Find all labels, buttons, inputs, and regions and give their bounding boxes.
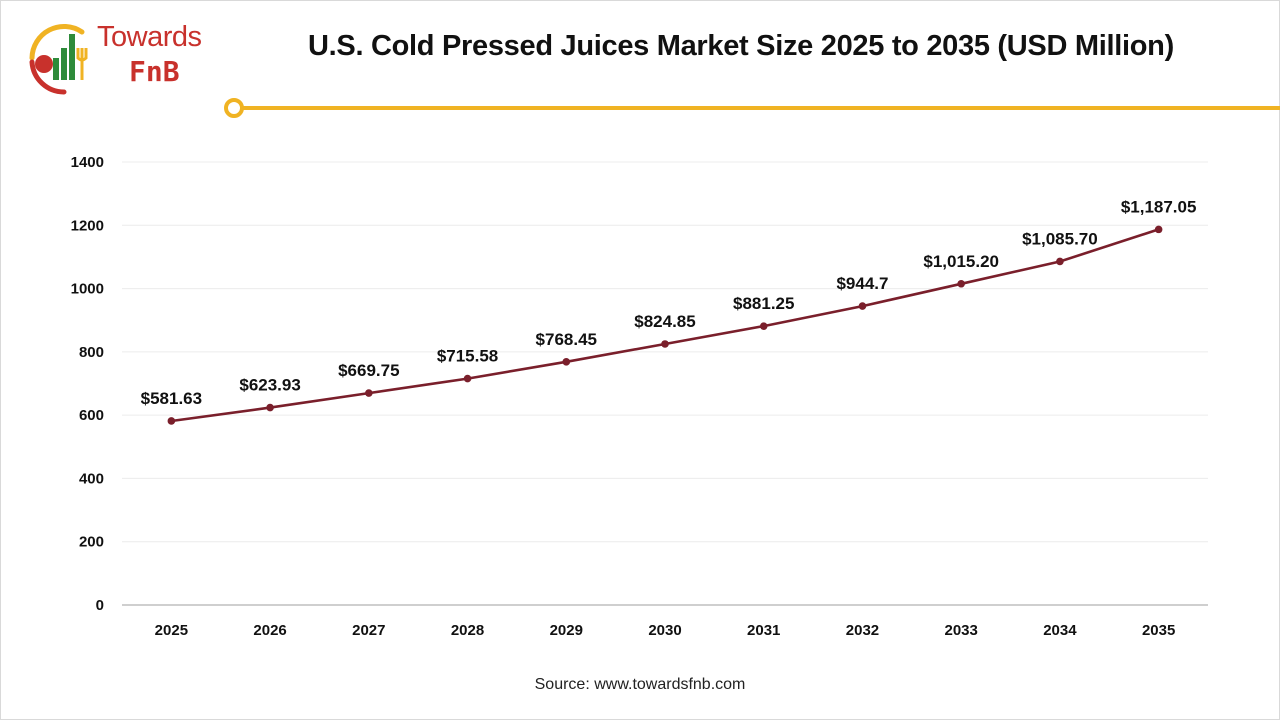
data-point [365, 389, 373, 397]
data-point [759, 322, 768, 330]
divider-circle-icon [224, 98, 244, 118]
data-point [167, 417, 176, 425]
x-tick-label: 2029 [550, 622, 583, 639]
data-point [463, 374, 472, 383]
y-tick-label: 200 [79, 534, 104, 551]
data-point [1154, 225, 1163, 234]
logo-emblem-icon [29, 23, 88, 95]
data-label: $623.93 [239, 376, 300, 395]
y-tick-label: 1400 [71, 154, 104, 171]
x-tick-label: 2034 [1043, 622, 1077, 639]
data-label: $1,085.70 [1022, 229, 1098, 248]
data-point [957, 279, 965, 288]
x-tick-label: 2030 [648, 622, 681, 639]
data-point [266, 403, 274, 412]
data-label: $715.58 [437, 347, 498, 366]
data-label: $1,015.20 [923, 252, 999, 271]
axis-layer: 0 200 400 600 800 1000 1200 1400 2025 2026 2027 202… [71, 154, 1208, 639]
x-tick-label: 2033 [944, 622, 977, 639]
brand-logo: Towards FnB [24, 18, 224, 98]
data-label: $824.85 [634, 312, 695, 331]
logo-word-towards: Towards [97, 21, 202, 53]
data-label: $669.75 [338, 361, 399, 380]
logo-word-fnb: FnB [129, 55, 180, 88]
x-tick-label: 2028 [451, 622, 484, 639]
data-point [1056, 257, 1064, 266]
data-label: $881.25 [733, 294, 794, 313]
x-tick-label: 2035 [1142, 622, 1175, 639]
data-label: $944.7 [836, 274, 888, 293]
x-tick-label: 2031 [747, 622, 780, 639]
title-divider [224, 98, 1280, 118]
point-layer [167, 225, 1163, 425]
y-tick-label: 1200 [71, 217, 104, 234]
data-point [858, 302, 867, 310]
data-point [661, 340, 669, 348]
source-note: Source: www.towardsfnb.com [534, 676, 746, 693]
y-tick-label: 1000 [71, 281, 104, 298]
data-label: $768.45 [536, 330, 597, 349]
chart-title: U.S. Cold Pressed Juices Market Size 202… [308, 30, 1174, 62]
label-layer: $581.63 $623.93 $669.75 $715.58 $768.45 $824.… [141, 197, 1197, 408]
x-tick-label: 2032 [846, 622, 879, 639]
data-label: $1,187.05 [1121, 197, 1197, 216]
y-tick-label: 600 [79, 407, 104, 424]
y-tick-label: 800 [79, 344, 104, 361]
x-tick-label: 2026 [253, 622, 286, 639]
data-point [562, 358, 571, 366]
x-tick-label: 2025 [155, 622, 188, 639]
x-tick-label: 2027 [352, 622, 385, 639]
y-tick-label: 0 [96, 597, 104, 614]
data-label: $581.63 [141, 389, 202, 408]
grid-layer [122, 161, 1208, 543]
y-tick-label: 400 [79, 470, 104, 487]
